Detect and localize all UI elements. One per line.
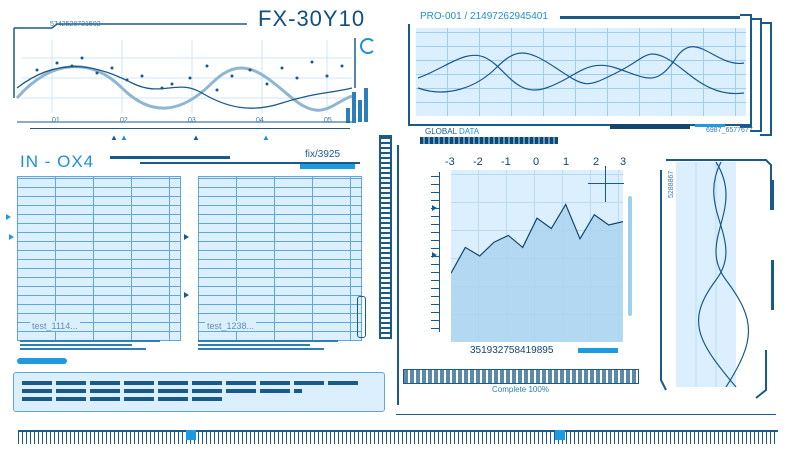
right-code: 6987_6577677	[706, 127, 753, 134]
x-tick-01: 01	[52, 117, 60, 124]
pro-header-bar	[560, 16, 740, 19]
right-side-bar-1	[771, 180, 774, 210]
in-header-line-2	[140, 162, 360, 164]
area-xtick-m3: -3	[445, 156, 455, 168]
x-tick-04: 04	[256, 117, 264, 124]
area-xtick-1: 1	[563, 156, 570, 168]
fix-accent-bar	[300, 164, 355, 169]
bottom-ruler-accent-2	[555, 430, 565, 440]
progress-label-text: Complete	[492, 385, 527, 394]
in-mid-arrow-2[interactable]	[184, 292, 189, 298]
long-input-box[interactable]	[13, 372, 385, 412]
vertical-scrollbar[interactable]	[379, 135, 392, 339]
data-label: DATA	[458, 127, 480, 136]
in-right-footer-bars	[198, 340, 338, 350]
level-meter	[352, 86, 370, 122]
marker-triangle-4: ▲	[262, 133, 270, 142]
progress-bar	[403, 369, 639, 384]
area-xtick-2: 2	[593, 156, 600, 168]
area-chart-panel	[450, 170, 624, 342]
in-left-arrow-1[interactable]	[6, 214, 11, 220]
refresh-icon[interactable]	[360, 38, 376, 54]
area-x-ticks: -3 -2 -1 0 1 2 3	[445, 156, 630, 170]
bottom-ruler-right	[396, 414, 776, 421]
area-xtick-0: 0	[533, 156, 540, 168]
pro-chart-svg	[417, 46, 745, 95]
area-xtick-m2: -2	[473, 156, 483, 168]
area-crosshair	[588, 166, 624, 202]
x-tick-03: 03	[188, 117, 196, 124]
top-id-text: 5742528721502	[50, 21, 101, 28]
marker-triangle-2: ▲	[120, 133, 128, 142]
in-right-placeholder[interactable]: test_1238...	[205, 321, 257, 331]
stacked-frames	[740, 14, 780, 136]
in-left-grid	[17, 176, 181, 341]
x-tick-02: 02	[120, 117, 128, 124]
in-mid-arrow-1[interactable]	[184, 234, 189, 240]
long-input-accent	[17, 358, 67, 364]
global-data-label: GLOBAL DATA	[425, 127, 479, 136]
area-line	[450, 203, 624, 274]
marker-triangle-1: ▲	[110, 133, 118, 142]
area-right-scroll[interactable]	[628, 196, 632, 316]
in-side-pill	[357, 296, 366, 338]
vertical-scroll-track-right	[397, 145, 399, 405]
top-chart-frame	[12, 18, 357, 130]
fix-label: fix/3925	[305, 149, 341, 160]
page-title: FX-30Y10	[258, 6, 366, 31]
progress-label: Complete 100%	[492, 385, 549, 394]
area-code-accent	[578, 348, 618, 353]
global-label: GLOBAL	[425, 127, 457, 136]
right-vertical-label: 5288867	[668, 170, 675, 198]
area-chart-svg	[450, 203, 624, 342]
right-vertical-svg	[660, 159, 772, 399]
global-data-bar	[420, 137, 558, 144]
in-right-grid	[198, 176, 362, 341]
in-left-footer-bars	[20, 340, 160, 350]
in-title: IN - OX4	[20, 152, 95, 171]
in-left-placeholder[interactable]: test_1114...	[30, 321, 80, 331]
area-xtick-m1: -1	[501, 156, 511, 168]
top-chart-svg	[13, 23, 356, 123]
in-left-arrow-2[interactable]	[9, 234, 14, 240]
bottom-ruler-accent-1	[186, 430, 196, 440]
pro-chart-area	[416, 28, 746, 116]
top-ruler	[30, 128, 350, 135]
right-side-bar-2	[771, 260, 774, 310]
right-vertical-frame	[656, 150, 776, 400]
bottom-ruler-main[interactable]	[18, 430, 778, 444]
area-left-marker-1[interactable]	[432, 205, 437, 211]
x-tick-05: 05	[324, 117, 332, 124]
area-fill	[451, 204, 623, 342]
area-code: 351932758419895	[470, 345, 554, 356]
marker-triangle-3: ▲	[192, 133, 200, 142]
pro-label: PRO-001 / 21497262945401	[420, 11, 548, 22]
in-header-line	[110, 156, 230, 159]
pro-chart-panel	[408, 24, 750, 126]
pro-bottom-trim	[410, 124, 750, 130]
progress-value: 100%	[528, 385, 549, 394]
area-xtick-3: 3	[620, 156, 627, 168]
area-left-marker-2[interactable]	[432, 252, 437, 258]
